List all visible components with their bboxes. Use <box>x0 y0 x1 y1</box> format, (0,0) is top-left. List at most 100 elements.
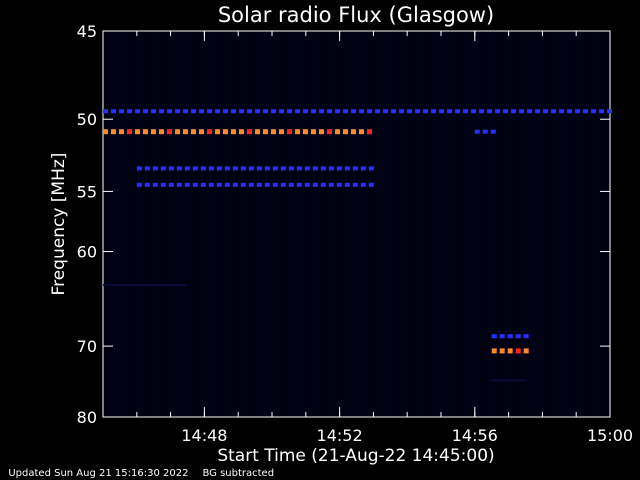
y-tick-label: 70 <box>77 337 97 356</box>
feature-mark <box>304 166 310 171</box>
background-stripe <box>482 32 483 416</box>
feature-mark <box>351 109 356 114</box>
feature-mark <box>375 109 380 114</box>
feature-mark <box>256 166 262 171</box>
feature-mark <box>192 182 198 187</box>
feature-mark <box>415 109 420 114</box>
background-stripe <box>434 32 435 416</box>
feature-mark <box>288 166 294 171</box>
background-stripe <box>346 32 347 416</box>
feature-mark <box>160 182 166 187</box>
feature-mark <box>167 109 172 114</box>
feature-mark <box>543 109 548 114</box>
feature-mark <box>192 166 198 171</box>
background-stripe <box>574 32 575 416</box>
feature-mark <box>167 129 172 135</box>
footer: Updated Sun Aug 21 15:16:30 2022 BG subtr… <box>2 457 288 479</box>
background-stripe <box>234 32 235 416</box>
background-stripe <box>582 32 583 416</box>
feature-mark <box>320 182 326 187</box>
feature-mark <box>208 182 214 187</box>
background-stripe <box>134 32 135 416</box>
feature-mark <box>551 109 556 114</box>
feature-mark <box>320 166 326 171</box>
updated-timestamp: Updated Sun Aug 21 15:16:30 2022 <box>8 468 189 479</box>
background-stripe <box>478 32 479 416</box>
background-stripe <box>470 32 471 416</box>
feature-mark <box>335 109 340 114</box>
x-tick-label: 14:52 <box>317 426 363 445</box>
background-stripe <box>230 32 231 416</box>
feature-mark <box>248 166 254 171</box>
background-stripe <box>374 32 375 416</box>
feature-mark <box>304 182 310 187</box>
feature-mark <box>247 129 252 135</box>
background-stripe <box>238 32 239 416</box>
feature-mark <box>103 109 108 114</box>
background-stripe <box>278 32 279 416</box>
x-tick-label: 15:00 <box>587 426 633 445</box>
feature-mark <box>499 348 505 354</box>
feature-mark <box>351 129 356 135</box>
background-stripe <box>206 32 207 416</box>
background-stripe <box>550 32 551 416</box>
feature-mark <box>272 166 278 171</box>
background-stripe <box>458 32 459 416</box>
background-stripe <box>506 32 507 416</box>
feature-mark <box>151 129 156 135</box>
background-stripe <box>338 32 339 416</box>
spectral-features <box>103 109 612 382</box>
feature-mark <box>103 129 108 135</box>
feature-mark <box>143 109 148 114</box>
background-stripe <box>554 32 555 416</box>
feature-mark <box>559 109 564 114</box>
background-stripe <box>302 32 303 416</box>
background-stripe <box>106 32 107 416</box>
background-stripe <box>486 32 487 416</box>
feature-mark <box>231 109 236 114</box>
feature-mark <box>447 109 452 114</box>
feature-mark <box>343 109 348 114</box>
background-stripe <box>170 32 171 416</box>
feature-mark <box>111 109 116 114</box>
feature-mark <box>175 129 180 135</box>
feature-mark <box>336 182 342 187</box>
feature-mark <box>256 182 262 187</box>
feature-mark <box>368 182 374 187</box>
background-stripe <box>246 32 247 416</box>
background-stripe <box>290 32 291 416</box>
background-stripe <box>562 32 563 416</box>
background-stripe <box>490 32 491 416</box>
feature-mark <box>223 129 228 135</box>
feature-mark <box>223 109 228 114</box>
background-stripe <box>534 32 535 416</box>
feature-mark <box>240 182 246 187</box>
background-stripe <box>510 32 511 416</box>
background-stripe <box>422 32 423 416</box>
background-stripe <box>334 32 335 416</box>
y-tick-label: 55 <box>77 182 97 201</box>
feature-mark <box>383 109 388 114</box>
background-stripe <box>130 32 131 416</box>
feature-mark <box>183 129 188 135</box>
feature-mark <box>239 109 244 114</box>
feature-mark <box>135 109 140 114</box>
feature-mark <box>136 182 142 187</box>
feature-mark <box>144 166 150 171</box>
feature-mark <box>280 166 286 171</box>
background-stripe <box>258 32 259 416</box>
background-stripe <box>406 32 407 416</box>
plot-area <box>102 30 611 418</box>
feature-mark <box>490 129 496 134</box>
y-tick-label: 50 <box>77 110 97 129</box>
background-stripe <box>318 32 319 416</box>
feature-mark <box>515 348 521 354</box>
background-stripe <box>210 32 211 416</box>
feature-mark <box>287 129 292 135</box>
background-stripe <box>402 32 403 416</box>
feature-mark <box>224 166 230 171</box>
feature-mark <box>160 166 166 171</box>
background-stripe <box>394 32 395 416</box>
background-stripe <box>442 32 443 416</box>
background-stripe <box>350 32 351 416</box>
